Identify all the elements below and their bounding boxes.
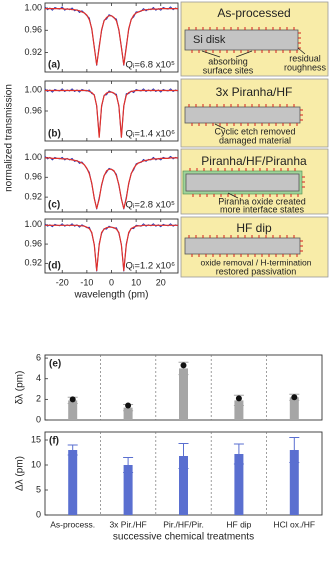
spectrum-line <box>45 224 178 272</box>
x-tick-label: -10 <box>80 277 93 287</box>
y-tick-label: 0.96 <box>24 105 42 115</box>
inset-label: oxide removal / H-termination <box>200 257 311 267</box>
plot-frame <box>44 218 179 274</box>
spectrum-line <box>45 157 178 210</box>
inset-label: Piranha oxide created <box>218 196 306 206</box>
error-bar <box>289 437 300 463</box>
x-axis-label: wavelength (pm) <box>74 290 149 301</box>
arrow <box>201 50 221 58</box>
marker <box>69 396 76 403</box>
inset-title: HF dip <box>236 221 272 235</box>
y-tick-label: 5 <box>36 484 41 494</box>
x-tick-label: 20 <box>156 277 166 287</box>
inset-label: more interface states <box>220 204 305 214</box>
y-axis-label: Δλ (pm) <box>15 456 26 491</box>
bar <box>68 400 78 420</box>
y-tick-label: 0.92 <box>24 47 42 57</box>
x-tick-label: As-process. <box>50 519 95 529</box>
x-tick-label: -20 <box>56 277 69 287</box>
y-tick-label: 2 <box>36 394 41 404</box>
y-tick-label: 0.96 <box>24 25 42 35</box>
inset-label: absorbing <box>208 56 248 66</box>
panel-label: (d) <box>48 261 61 272</box>
y-tick-label: 0 <box>36 509 41 519</box>
y-tick-label: 1.00 <box>24 219 42 229</box>
panel-label: (f) <box>49 436 59 447</box>
plot-frame <box>44 2 179 73</box>
si-disk <box>185 173 300 192</box>
y-tick-label: 6 <box>36 352 41 362</box>
bar <box>234 454 244 515</box>
x-tick-label: 3x Pir./HF <box>109 519 146 529</box>
quality-factor: Qᵢ=6.8 x10⁵ <box>125 60 175 71</box>
y-tick-label: 4 <box>36 373 41 383</box>
arrow <box>297 47 306 55</box>
arrow <box>235 50 253 58</box>
quality-factor: Qᵢ=1.4 x10⁶ <box>125 129 175 140</box>
y-tick-label: 1.00 <box>24 2 42 12</box>
y-tick-label: 15 <box>31 434 41 444</box>
bar <box>289 450 299 515</box>
marker <box>291 394 298 401</box>
x-tick-label: 10 <box>131 277 141 287</box>
quality-factor: Qᵢ=2.8 x10⁵ <box>125 200 175 211</box>
y-tick-label: 1.00 <box>24 84 42 94</box>
y-tick-label: 0.96 <box>24 238 42 248</box>
bar <box>289 397 299 420</box>
arrow <box>214 123 226 130</box>
error-bar <box>233 443 244 465</box>
x-tick-label: Pir./HF/Pir. <box>163 519 204 529</box>
inset-title: As-processed <box>217 6 290 20</box>
bar <box>123 407 133 420</box>
x-axis-label: successive chemical treatments <box>113 532 254 543</box>
x-tick-label: HCl ox./HF <box>274 519 316 529</box>
error-bar <box>123 457 134 473</box>
arrow <box>227 192 239 199</box>
inset-label: surface sites <box>203 65 254 75</box>
panel-label: (a) <box>48 60 60 71</box>
marker <box>235 395 242 402</box>
y-tick-label: 0.92 <box>24 191 42 201</box>
panel-label: (c) <box>48 200 60 211</box>
y-tick-label: 0 <box>36 414 41 424</box>
spectrum-line <box>45 89 178 138</box>
bar <box>179 456 188 515</box>
x-tick-label: 0 <box>109 277 114 287</box>
bar <box>234 400 244 420</box>
inset-label: Cyclic etch removed <box>214 126 295 136</box>
marker <box>125 402 132 409</box>
marker <box>180 362 187 369</box>
bar <box>68 450 78 515</box>
error-bar <box>178 443 189 469</box>
quality-factor: Qᵢ=1.2 x10⁶ <box>125 261 175 272</box>
inset-title: 3x Piranha/HF <box>216 85 293 99</box>
y-axis-label: δλ (pm) <box>15 371 26 405</box>
error-bar <box>67 444 78 456</box>
y-tick-label: 0.92 <box>24 258 42 268</box>
inset-label: roughness <box>284 62 327 72</box>
inset-label: damaged material <box>219 135 291 145</box>
y-tick-label: 10 <box>31 459 41 469</box>
bar <box>123 465 133 515</box>
inset-label: restored passivation <box>216 266 297 276</box>
y-tick-label: 1.00 <box>24 152 42 162</box>
y-tick-label: 0.96 <box>24 172 42 182</box>
panel-label: (b) <box>48 129 61 140</box>
x-tick-label: HF dip <box>226 519 251 529</box>
spectrum-line <box>45 8 178 66</box>
si-disk <box>184 106 301 124</box>
inset-title: Piranha/HF/Piranha <box>201 154 307 168</box>
panel-label: (e) <box>49 359 61 370</box>
inset-label: residual <box>289 53 321 63</box>
bar <box>179 368 188 420</box>
y-axis-label: normalized transmission <box>4 84 15 192</box>
inset-label: Si disk <box>193 34 226 46</box>
si-disk <box>184 237 301 255</box>
